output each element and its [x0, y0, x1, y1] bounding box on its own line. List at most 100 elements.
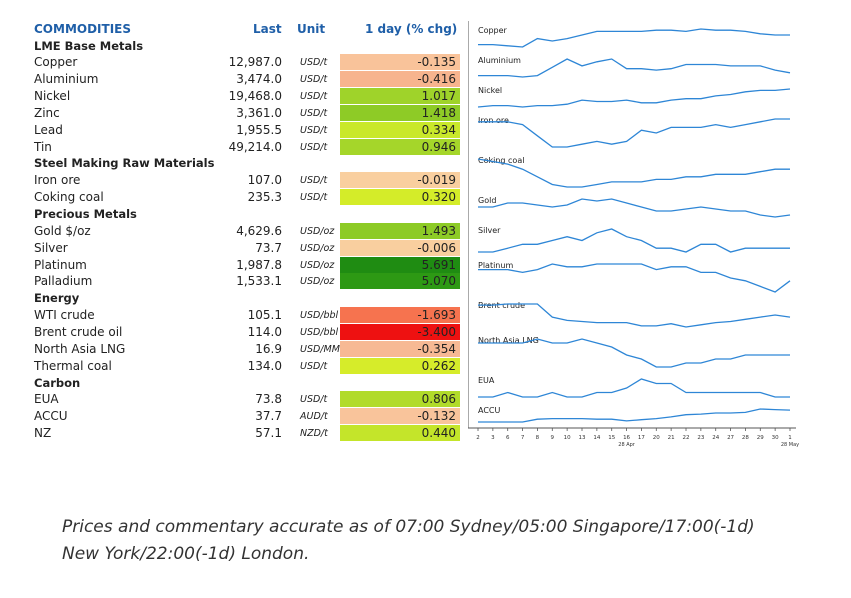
- commodity-name: Zinc: [34, 105, 60, 120]
- series-label: Aluminium: [478, 56, 521, 65]
- sparkline-panel: Nickel: [477, 86, 791, 108]
- change-pct: -0.135: [340, 54, 460, 71]
- header-commodities: COMMODITIES: [34, 22, 132, 36]
- last-price: 12,987.0: [228, 55, 282, 70]
- x-tick-label: 15: [608, 435, 615, 441]
- section-title: Carbon: [34, 375, 81, 390]
- section-header: Carbon: [32, 375, 460, 392]
- x-tick-label: 29: [757, 435, 764, 441]
- series-label: Iron ore: [478, 116, 509, 125]
- last-price: 57.1: [255, 426, 282, 441]
- last-price: 235.3: [247, 190, 282, 205]
- last-price: 114.0: [247, 324, 282, 339]
- unit: USD/oz: [300, 259, 335, 271]
- x-tick-label: 24: [712, 435, 719, 441]
- section-header: Steel Making Raw Materials: [32, 155, 460, 172]
- series-line: [478, 408, 791, 423]
- series-line: [478, 228, 790, 253]
- last-price: 3,361.0: [236, 105, 282, 120]
- last-price: 107.0: [247, 173, 282, 188]
- last-price: 73.8: [255, 392, 282, 407]
- sparkline-charts: Copper Aluminium Nickel Iron ore Coking coal…: [468, 21, 799, 448]
- x-tick-label: 6: [506, 435, 510, 441]
- change-pct: 0.806: [340, 391, 460, 408]
- x-tick-label: 13: [579, 435, 586, 441]
- x-tick-label: 20: [653, 435, 660, 441]
- last-price: 49,214.0: [228, 139, 282, 154]
- table-row: Copper 12,987.0 USD/t -0.135: [32, 54, 460, 71]
- change-pct: -0.132: [340, 408, 460, 425]
- series-label: Silver: [478, 226, 501, 235]
- table-row: Platinum 1,987.8 USD/oz 5.691: [32, 256, 460, 274]
- sparkline-panel: ACCU: [478, 406, 791, 423]
- series-line: [477, 158, 790, 188]
- table-row: EUA 73.8 USD/t 0.806: [32, 391, 460, 408]
- table-row: Iron ore 107.0 USD/t -0.019: [32, 172, 460, 189]
- last-price: 134.0: [247, 358, 282, 373]
- footer-line-2: New York/22:00(-1d) London.: [62, 544, 310, 564]
- x-tick-label: 7: [521, 435, 525, 441]
- last-price: 1,987.8: [236, 257, 282, 272]
- unit: USD/t: [300, 141, 328, 153]
- section-title: Energy: [34, 291, 80, 306]
- last-price: 1,955.5: [236, 122, 282, 137]
- table-row: ACCU 37.7 AUD/t -0.132: [32, 408, 460, 425]
- commodity-name: Tin: [34, 139, 52, 154]
- table-row: Nickel 19,468.0 USD/t 1.017: [32, 88, 460, 105]
- series-line: [478, 303, 791, 328]
- series-label: ACCU: [478, 406, 501, 415]
- x-tick-label: 17: [638, 435, 645, 441]
- x-tick-label: 27: [727, 435, 734, 441]
- footer-note: Prices and commentary accurate as of 07:…: [62, 514, 802, 568]
- table-row: Gold $/oz 4,629.6 USD/oz 1.493: [32, 222, 460, 240]
- x-tick-label: 28: [742, 435, 749, 441]
- table-row: Silver 73.7 USD/oz -0.006: [32, 239, 460, 257]
- series-line: [478, 118, 790, 148]
- commodity-name: NZ: [34, 426, 52, 441]
- table-row: Coking coal 235.3 USD/t 0.320: [32, 189, 460, 206]
- commodity-name: ACCU: [34, 409, 68, 424]
- series-line: [478, 263, 791, 293]
- table-row: North Asia LNG 16.9 USD/MMBtu -0.354: [32, 340, 460, 358]
- section-title: Steel Making Raw Materials: [34, 156, 215, 171]
- section-header: LME Base Metals: [32, 38, 460, 55]
- commodity-name: North Asia LNG: [34, 341, 126, 356]
- table-row: Aluminium 3,474.0 USD/t -0.416: [32, 71, 460, 88]
- unit: USD/t: [300, 124, 328, 136]
- section-title: LME Base Metals: [34, 38, 144, 53]
- table-row: Brent crude oil 114.0 USD/bbl -3.400: [32, 323, 460, 341]
- section-title: Precious Metals: [34, 207, 137, 221]
- commodity-name: Gold $/oz: [34, 223, 91, 238]
- series-label: Gold: [478, 196, 496, 205]
- series-label: Brent crude: [478, 301, 525, 310]
- x-tick-label: 23: [697, 435, 704, 441]
- series-label: Coking coal: [478, 156, 524, 165]
- x-tick-label: 8: [536, 435, 540, 441]
- commodity-name: Silver: [34, 240, 68, 255]
- commodity-name: Brent crude oil: [34, 324, 123, 339]
- change-pct: 1.493: [340, 222, 460, 239]
- sparkline-panel: Gold: [478, 196, 791, 218]
- unit: USD/t: [300, 57, 328, 69]
- series-line: [478, 338, 790, 368]
- section-header: Precious Metals: [32, 206, 460, 223]
- change-pct: 5.691: [340, 256, 460, 273]
- table-row: Palladium 1,533.1 USD/oz 5.070: [32, 273, 460, 290]
- commodity-name: Palladium: [34, 274, 93, 289]
- unit: USD/t: [300, 175, 328, 187]
- x-tick-label: 16: [623, 435, 630, 441]
- change-pct: 1.017: [340, 88, 460, 105]
- sparkline-panel: Silver: [478, 226, 790, 253]
- sparkline-panel: Copper: [478, 26, 790, 48]
- table-row: Lead 1,955.5 USD/t 0.334: [32, 121, 460, 139]
- unit: USD/oz: [300, 225, 335, 237]
- table-row: NZ 57.1 NZD/t 0.440: [32, 425, 460, 442]
- sparkline-panel: Coking coal: [477, 156, 790, 188]
- commodity-name: Lead: [34, 122, 63, 137]
- x-tick-label: 1: [788, 435, 792, 441]
- change-pct: -0.416: [340, 71, 460, 88]
- series-label: Platinum: [478, 261, 513, 270]
- sparkline-panel: Platinum: [478, 261, 791, 293]
- change-pct: -0.006: [340, 239, 460, 256]
- commodity-name: Iron ore: [34, 173, 81, 188]
